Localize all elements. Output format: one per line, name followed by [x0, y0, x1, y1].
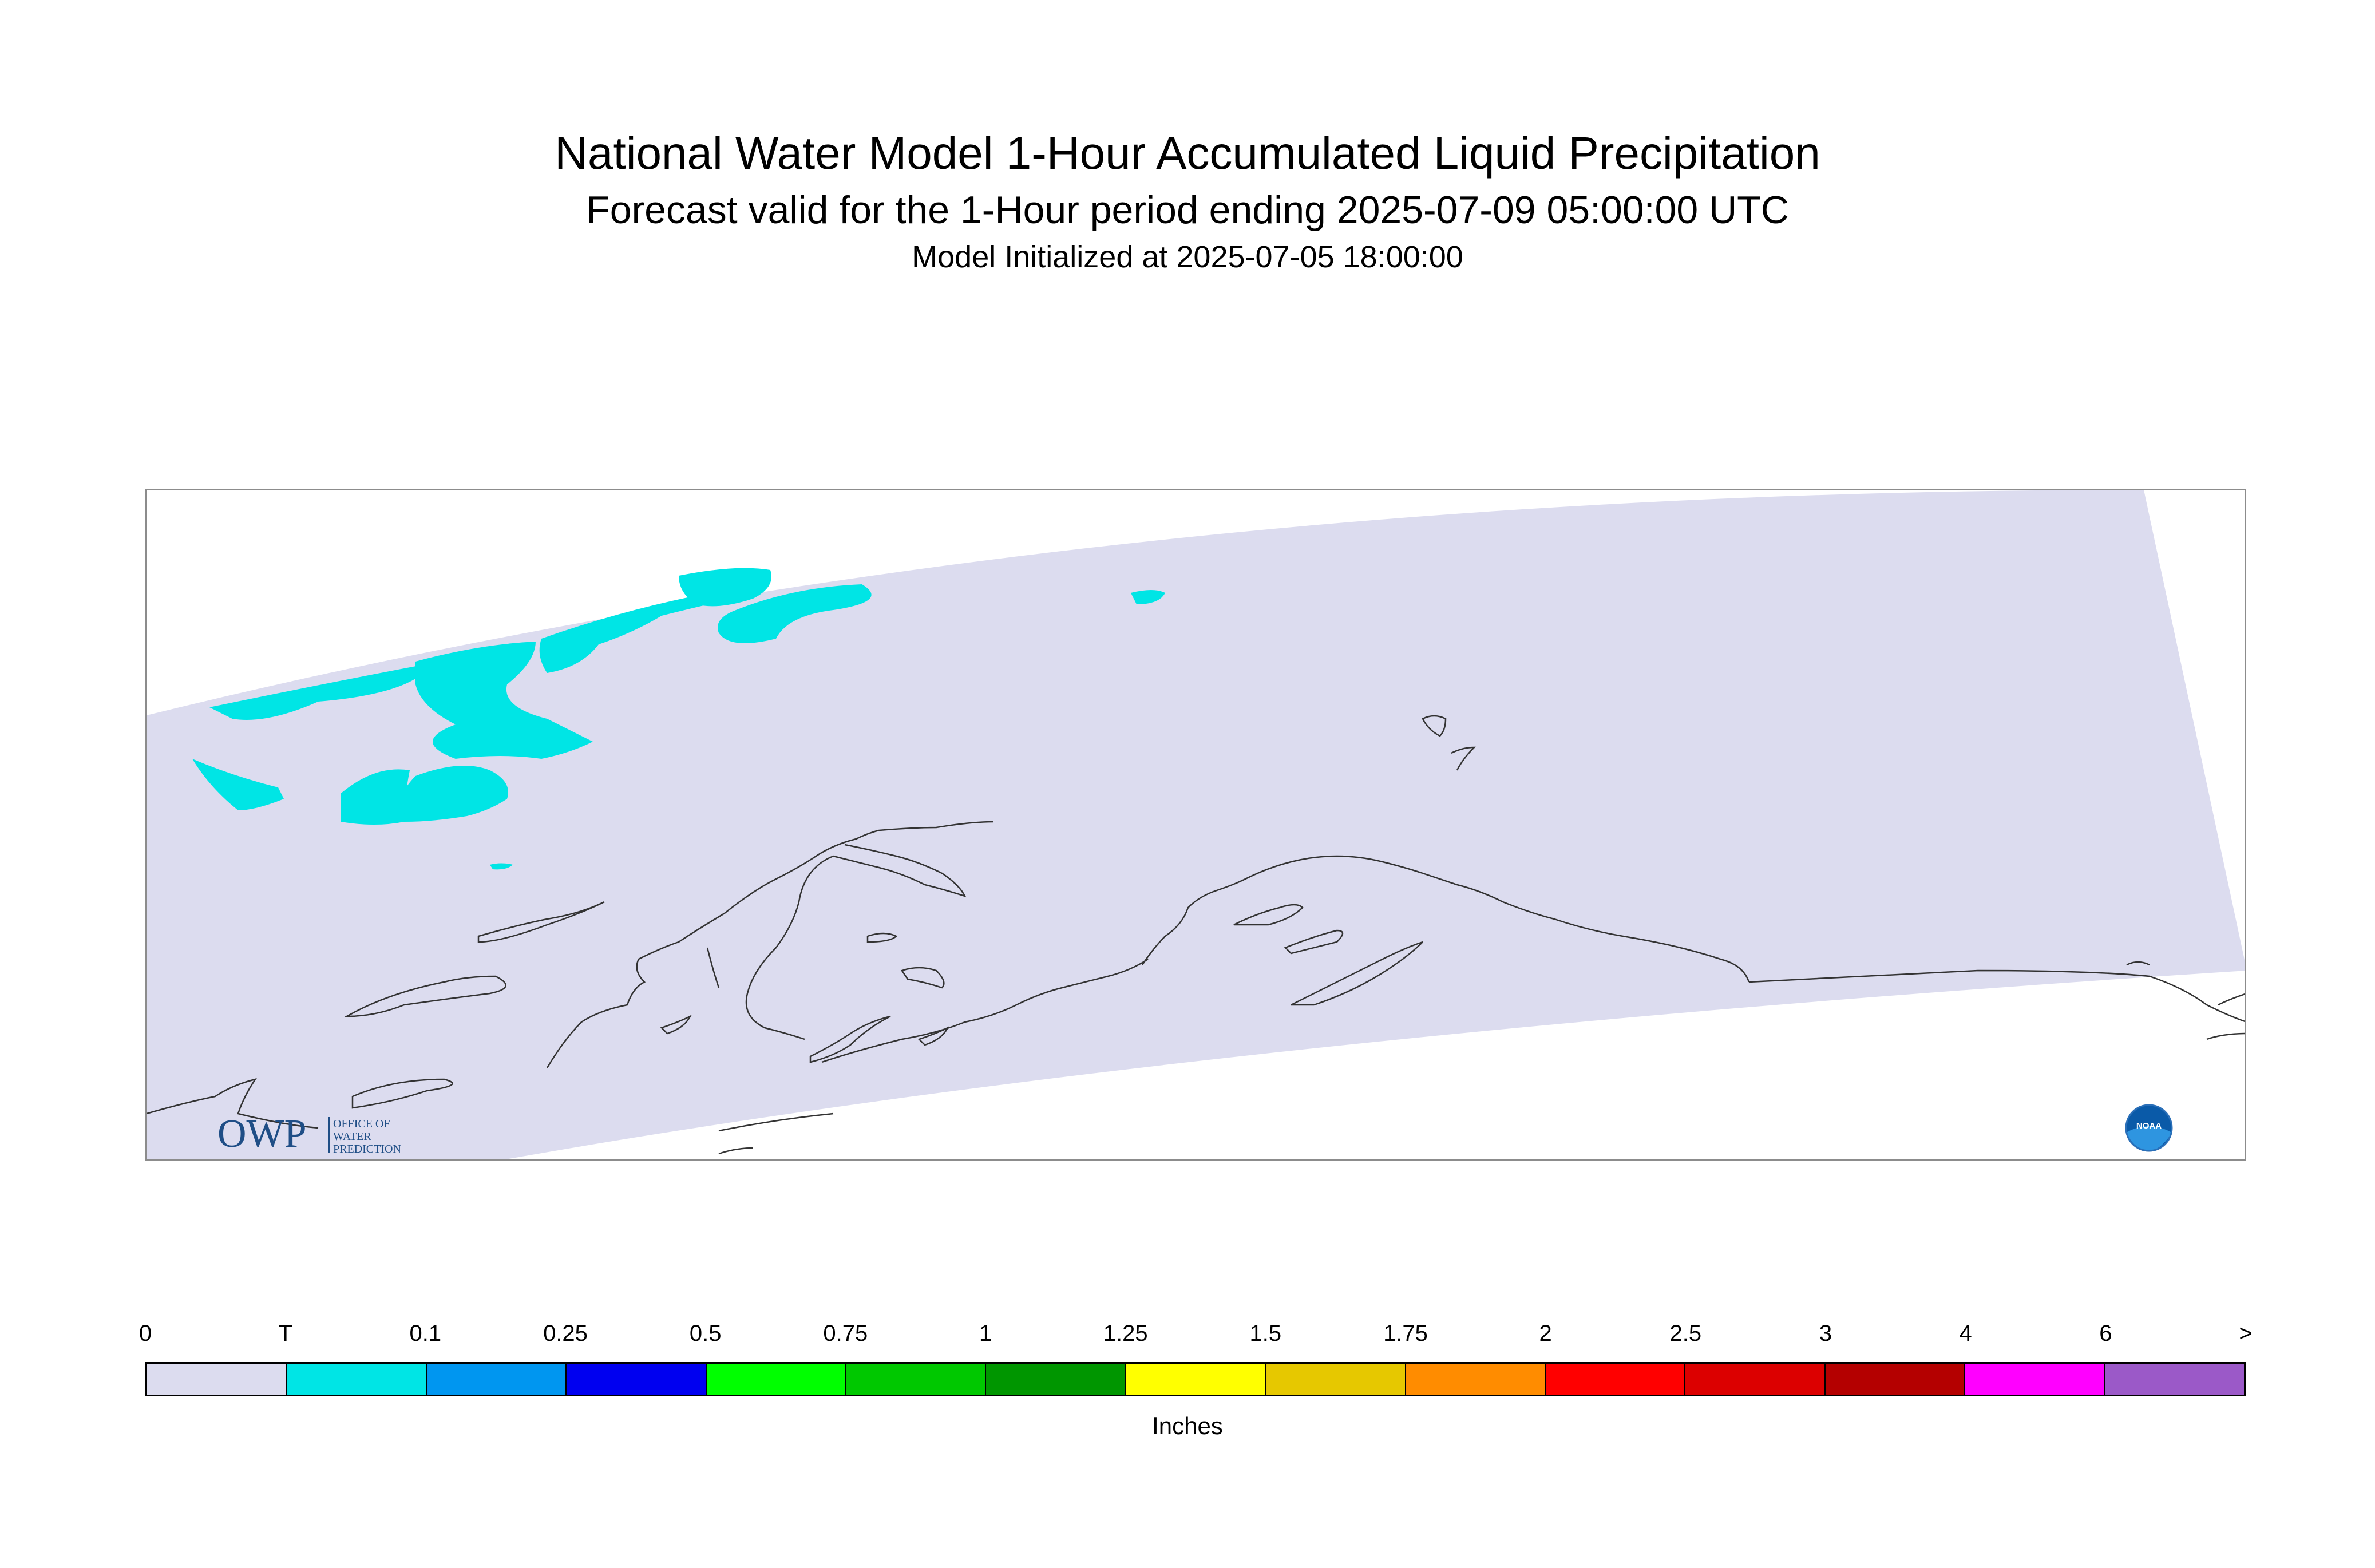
legend-swatch	[846, 1364, 987, 1395]
owp-logo-letters: OWP	[217, 1112, 307, 1156]
legend-tick-label: 0	[138, 1321, 152, 1346]
legend-swatch	[1546, 1364, 1686, 1395]
legend-swatch	[1406, 1364, 1546, 1395]
legend-swatch	[147, 1364, 287, 1395]
legend-tick-label: 1.25	[1103, 1321, 1148, 1346]
noaa-logo: NOAA	[2124, 1103, 2174, 1153]
legend-tick-label: 0.75	[823, 1321, 868, 1346]
legend-tick-label: 0.25	[543, 1321, 588, 1346]
noaa-logo-text: NOAA	[2136, 1121, 2162, 1131]
legend-tick-label: 0.1	[409, 1321, 442, 1346]
legend-swatch	[1266, 1364, 1406, 1395]
legend-swatch	[426, 1364, 567, 1395]
map-title: National Water Model 1-Hour Accumulated …	[555, 128, 1820, 179]
legend-tick-label: 4	[1959, 1321, 1972, 1346]
legend-swatch	[1685, 1364, 1826, 1395]
legend-swatch	[1825, 1364, 1966, 1395]
legend-swatch	[287, 1364, 427, 1395]
legend-swatch	[567, 1364, 707, 1395]
legend-tick-label: 0.5	[689, 1321, 722, 1346]
forecast-valid-subtitle: Forecast valid for the 1-Hour period end…	[586, 188, 1789, 232]
owp-logo-line1: OFFICE OF	[333, 1118, 390, 1130]
precip-map	[147, 490, 2245, 1159]
legend-tick-label: 1.5	[1249, 1321, 1282, 1346]
legend-tick-label: 1	[979, 1321, 992, 1346]
precip-color-legend	[145, 1362, 2246, 1396]
legend-tick-label: 2	[1539, 1321, 1552, 1346]
legend-swatch	[1126, 1364, 1266, 1395]
legend-units-label: Inches	[1152, 1412, 1223, 1439]
map-panel	[145, 489, 2246, 1161]
legend-swatch	[706, 1364, 847, 1395]
legend-tick-label: 1.75	[1383, 1321, 1428, 1346]
legend-swatch	[986, 1364, 1126, 1395]
legend-tick-label: T	[278, 1321, 292, 1346]
legend-swatch	[2105, 1364, 2245, 1395]
model-init-subtitle: Model Initialized at 2025-07-05 18:00:00	[912, 240, 1463, 274]
owp-logo-line3: PREDICTION	[333, 1143, 401, 1155]
legend-swatch	[1965, 1364, 2105, 1395]
legend-tick-label: 6	[2099, 1321, 2112, 1346]
coastline	[147, 715, 2245, 1155]
legend-tick-label: 2.5	[1669, 1321, 1702, 1346]
owp-logo-line2: WATER	[333, 1130, 371, 1143]
legend-tick-label: 3	[1819, 1321, 1832, 1346]
precip-trace-areas	[192, 568, 1165, 870]
model-domain	[147, 490, 2245, 1159]
legend-tick-label: >	[2239, 1321, 2253, 1346]
owp-logo: OWP OFFICE OF WATER PREDICTION	[217, 1111, 435, 1157]
